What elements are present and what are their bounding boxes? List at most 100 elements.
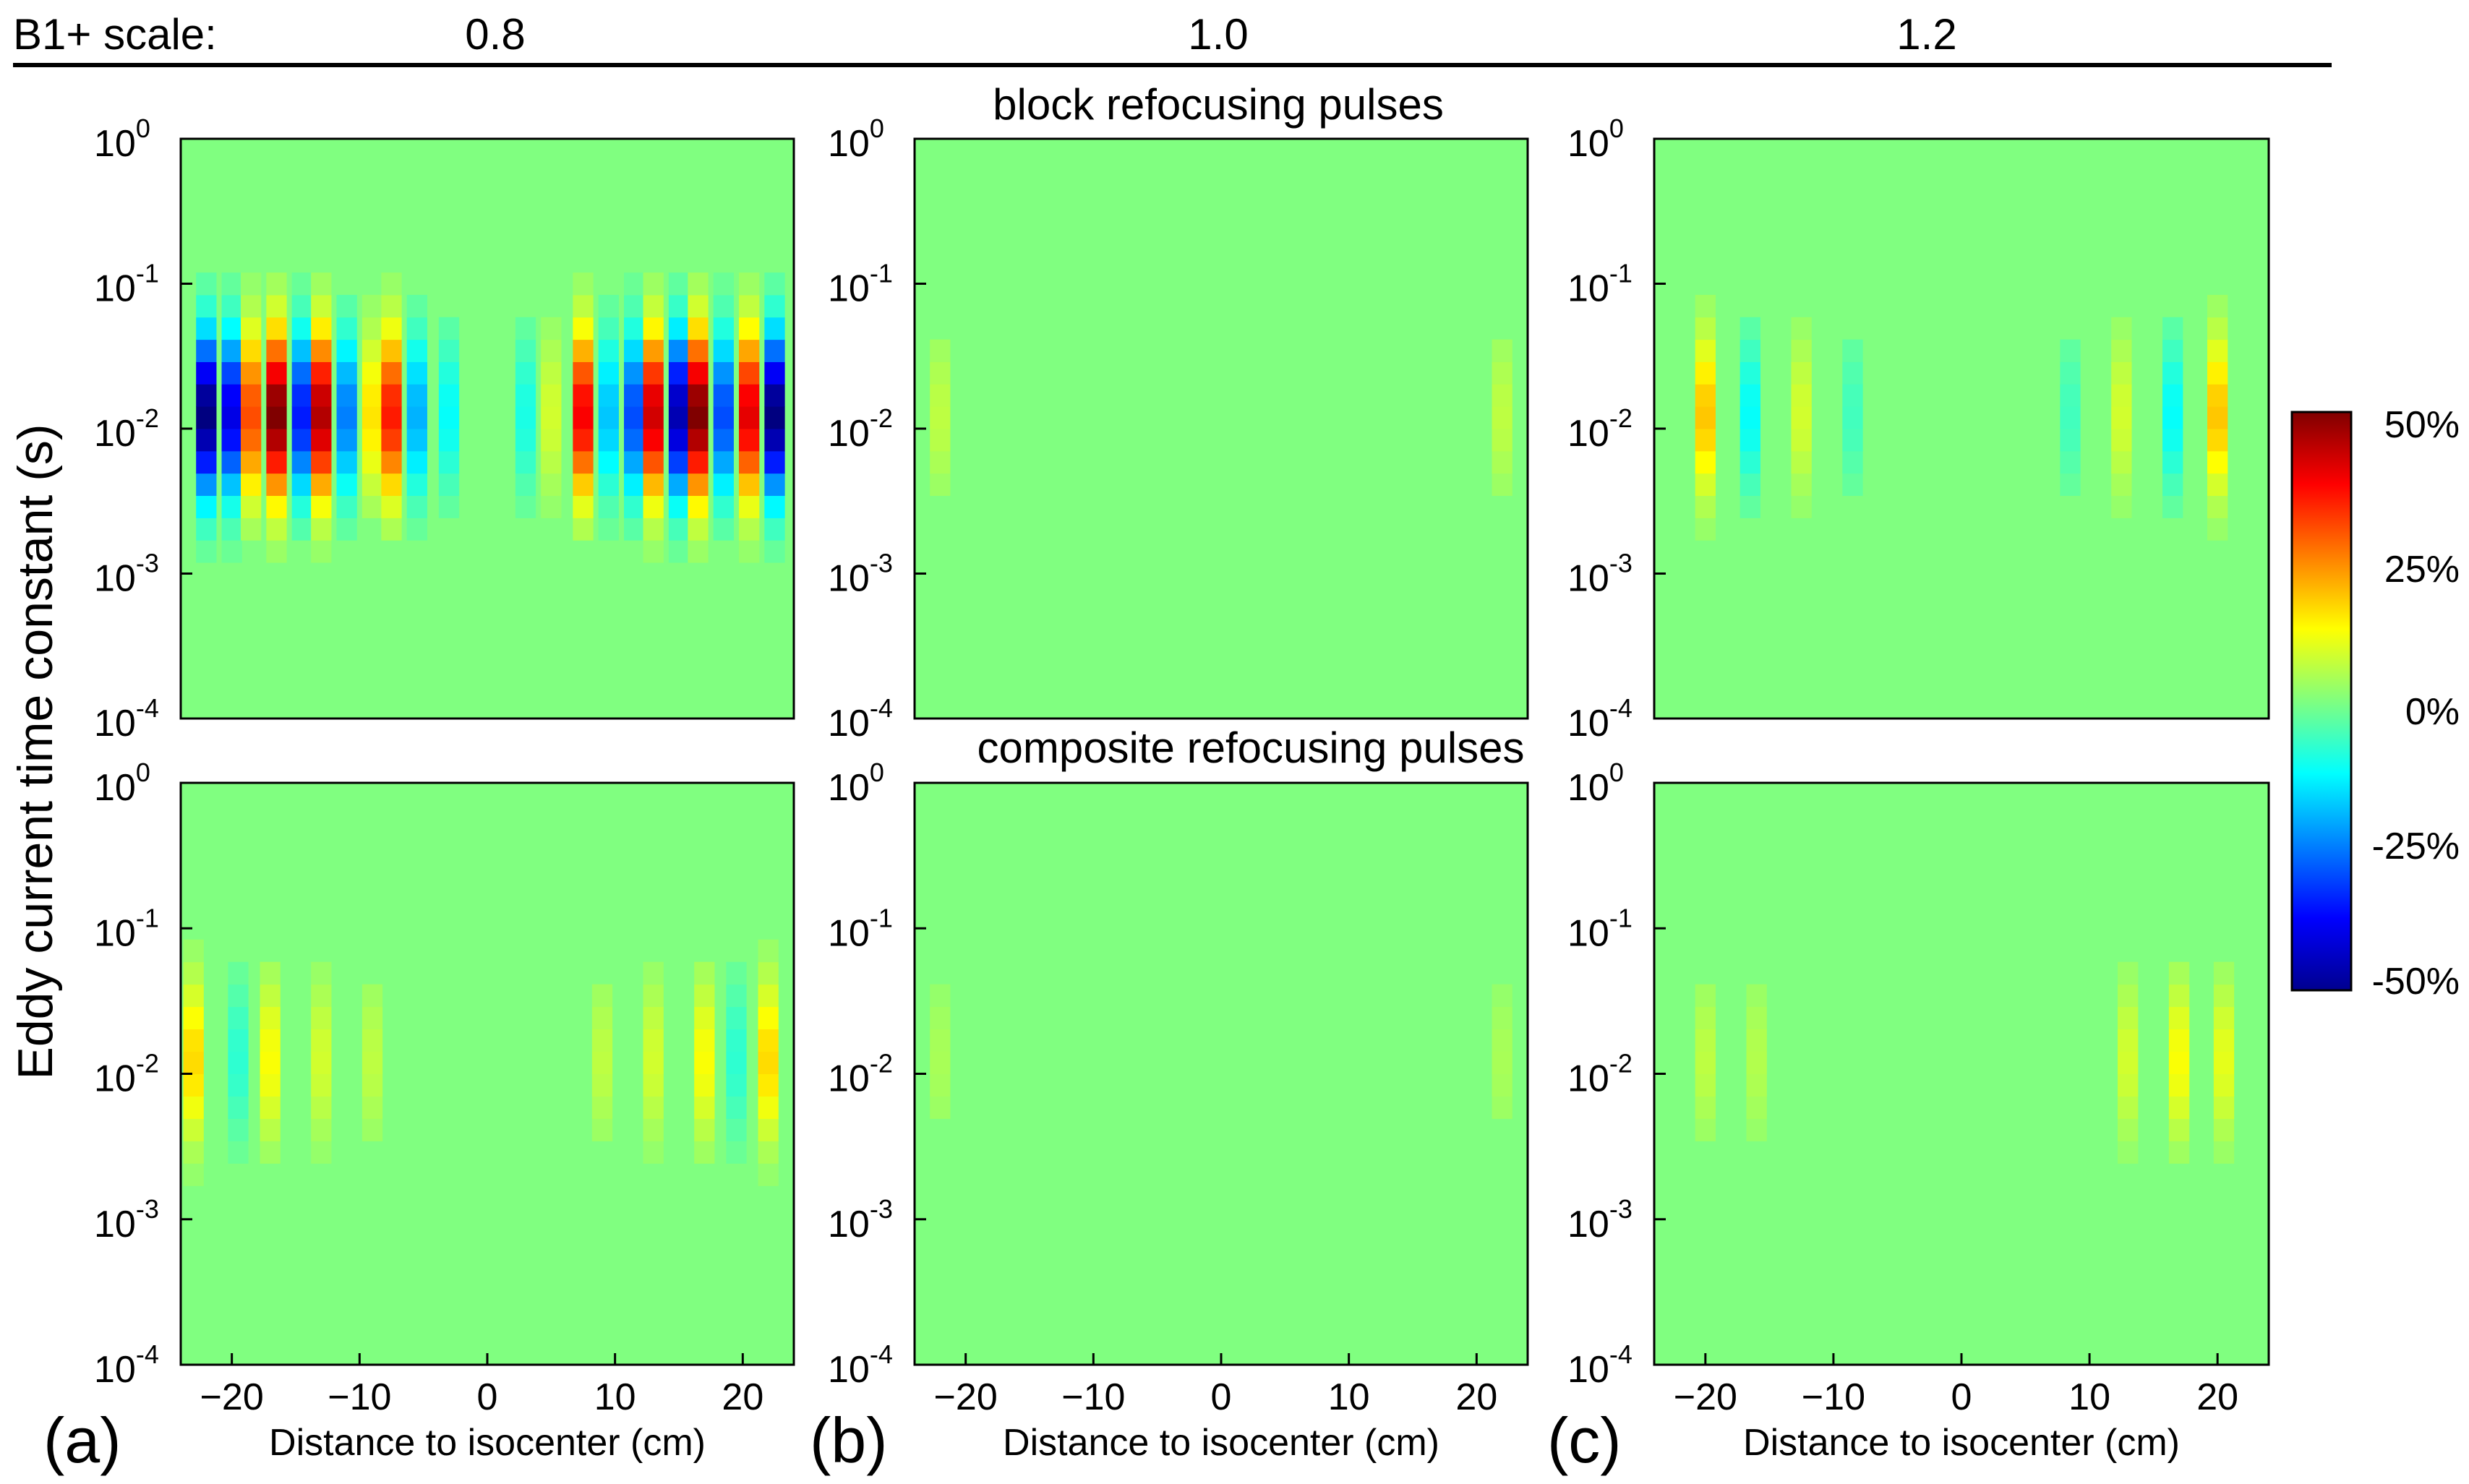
heatmap-cell	[438, 317, 460, 340]
heatmap-cell	[266, 540, 287, 563]
heatmap-cell	[2111, 473, 2132, 497]
heatmap-cell	[713, 406, 734, 429]
heatmap-cell	[573, 384, 594, 407]
heatmap-cell	[624, 473, 645, 497]
heatmap-cell	[311, 984, 332, 1008]
y-tick-label: 10-3	[94, 1194, 159, 1245]
heatmap-cell	[2207, 495, 2228, 518]
heatmap-cell	[573, 339, 594, 362]
heatmap-cell	[1740, 473, 1760, 497]
heatmap-cell	[643, 473, 664, 497]
heatmap-cell	[1695, 450, 1716, 474]
heatmap-cell	[311, 1073, 332, 1097]
heatmap-cell	[381, 473, 402, 497]
heatmap-cell	[311, 1096, 332, 1119]
heatmap-cell	[1695, 339, 1716, 362]
heatmap-cell	[643, 450, 664, 474]
heatmap-cell	[930, 984, 951, 1008]
heatmap-cell	[196, 406, 217, 429]
heatmap-cell	[726, 1118, 747, 1141]
heatmap-cell	[196, 450, 217, 474]
heatmap-cell	[291, 518, 312, 541]
heatmap-cell	[311, 1006, 332, 1030]
heatmap-cell	[2207, 450, 2228, 474]
heatmap-cell	[713, 294, 734, 318]
heatmap-cell	[2060, 473, 2081, 497]
heatmap-cell	[336, 495, 357, 518]
heatmap-cell	[241, 384, 262, 407]
heatmap-cell	[688, 384, 709, 407]
heatmap-cell	[541, 406, 562, 429]
heatmap-cell	[573, 317, 594, 340]
heatmap-cell	[311, 495, 332, 518]
heatmap-cell	[515, 495, 536, 518]
heatmap-cell	[1492, 406, 1512, 429]
heatmap-cell	[624, 518, 645, 541]
heatmap-cell	[311, 429, 332, 452]
heatmap-cell	[406, 495, 427, 518]
heatmap-cell	[1791, 384, 1812, 407]
heatmap-cell	[2118, 1118, 2139, 1141]
heatmap-cell	[598, 384, 619, 407]
heatmap-cell	[291, 406, 312, 429]
heatmap-cell	[739, 540, 760, 563]
heatmap-cell	[183, 939, 204, 963]
heatmap-cell	[930, 406, 951, 429]
heatmap-cell	[2207, 384, 2228, 407]
heatmap-cell	[541, 339, 562, 362]
heatmap-cell	[438, 339, 460, 362]
heatmap-cell	[266, 273, 287, 296]
heatmap-cell	[406, 294, 427, 318]
heatmap-cell	[361, 429, 383, 452]
heatmap-cell	[764, 339, 785, 362]
heatmap-cell	[713, 273, 734, 296]
heatmap-cell	[2168, 961, 2190, 985]
heatmap-cell	[688, 450, 709, 474]
heatmap-cell	[694, 1051, 715, 1074]
heatmap-background	[181, 783, 794, 1365]
heatmap-cell	[291, 317, 312, 340]
heatmap-cell	[2118, 1006, 2139, 1030]
y-tick-label: 10-3	[94, 549, 159, 600]
colorbar-gradient	[2290, 411, 2353, 992]
heatmap-cell	[1695, 495, 1716, 518]
heatmap-cell	[2118, 961, 2139, 985]
heatmap-cell	[2111, 384, 2132, 407]
x-tick-label: 0	[477, 1376, 498, 1418]
x-tick-label: 10	[2068, 1376, 2110, 1418]
x-tick-label: −10	[1061, 1376, 1125, 1418]
heatmap-cell	[573, 518, 594, 541]
heatmap-cell	[758, 1006, 779, 1030]
heatmap-cell	[739, 339, 760, 362]
heatmap-cell	[196, 495, 217, 518]
y-tick-label: 10-4	[94, 1339, 159, 1391]
heatmap-cell	[668, 317, 690, 340]
heatmap-cell	[2060, 384, 2081, 407]
heatmap-cell	[758, 1096, 779, 1119]
heatmap-cell	[438, 406, 460, 429]
x-axis-title: Distance to isocenter (cm)	[1743, 1422, 2180, 1464]
heatmap-cell	[2213, 961, 2235, 985]
heatmap-cell	[2207, 429, 2228, 452]
heatmap-cell	[266, 495, 287, 518]
heatmap-cell	[1842, 429, 1863, 452]
heatmap-cell	[739, 473, 760, 497]
b1-scale-1-2: 1.2	[1896, 10, 1956, 59]
y-axis-title: Eddy current time constant (s)	[8, 424, 63, 1079]
heatmap-cell	[2060, 361, 2081, 385]
heatmap-cell	[598, 339, 619, 362]
heatmap-cell	[1791, 473, 1812, 497]
heatmap-cell	[291, 384, 312, 407]
heatmap-cell	[260, 1029, 281, 1052]
heatmap-cell	[2111, 429, 2132, 452]
heatmap-cell	[406, 450, 427, 474]
heatmap-cell	[266, 361, 287, 385]
heatmap-cell	[694, 961, 715, 985]
heatmap-cell	[573, 361, 594, 385]
heatmap-cell	[688, 495, 709, 518]
heatmap-cell	[1746, 1029, 1767, 1052]
heatmap-cell	[1740, 317, 1760, 340]
heatmap-cell	[643, 1029, 664, 1052]
heatmap-cell	[221, 495, 242, 518]
heatmap-cell	[726, 1073, 747, 1097]
